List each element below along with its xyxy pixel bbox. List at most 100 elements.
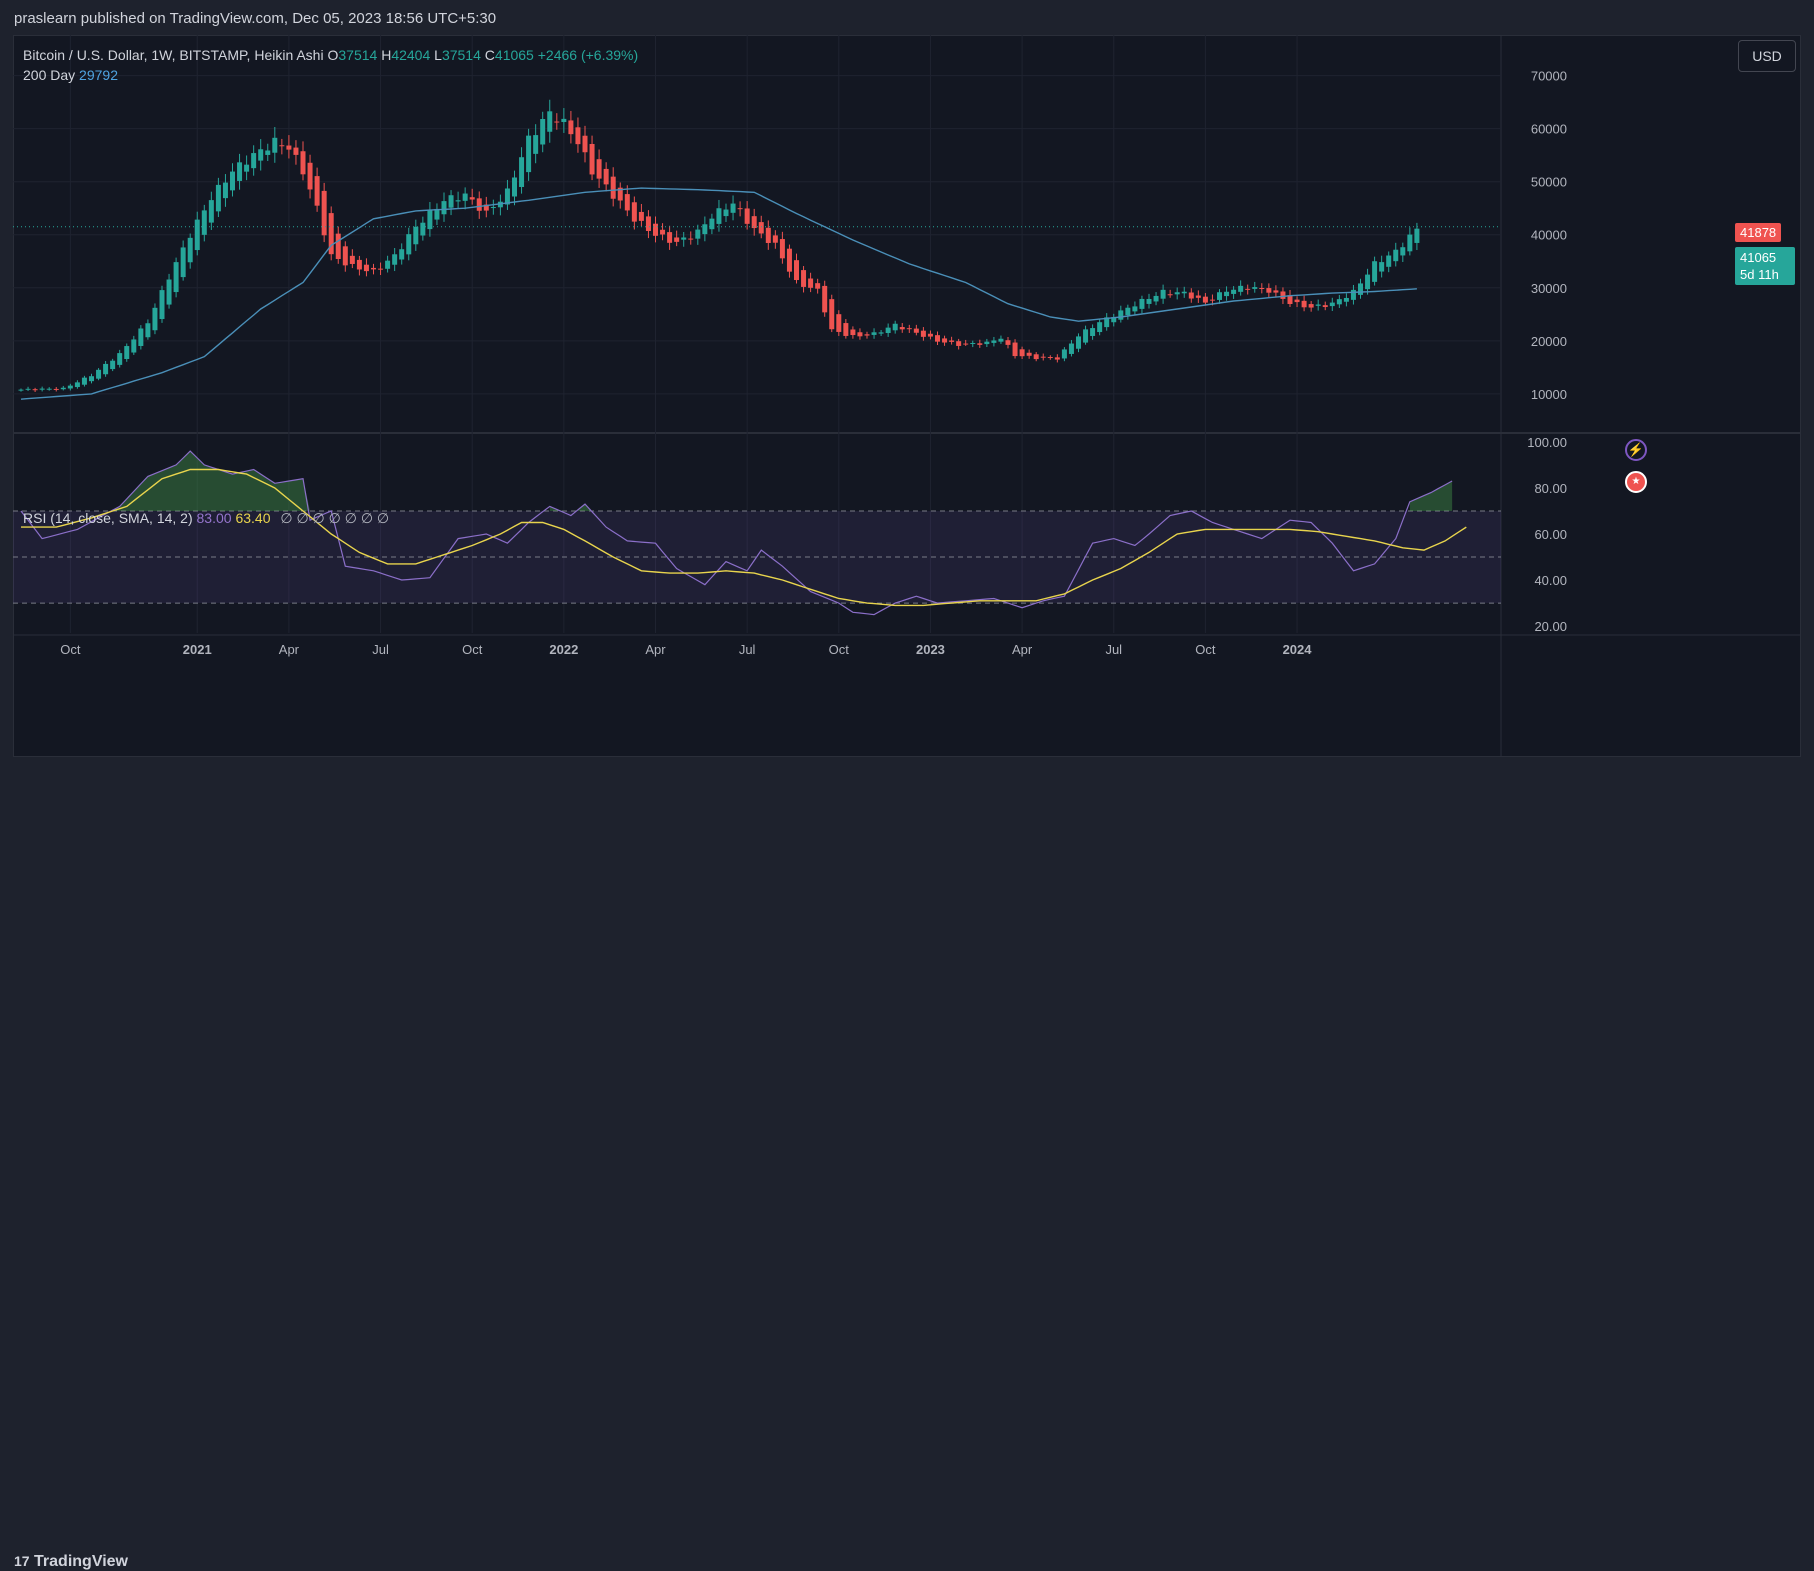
candle-body bbox=[949, 340, 955, 342]
candle-body bbox=[378, 268, 384, 270]
rsi-tick-label: 80.00 bbox=[1534, 481, 1567, 496]
candle-body bbox=[173, 262, 179, 293]
close-label: C bbox=[484, 47, 495, 63]
candle-body bbox=[1287, 295, 1293, 305]
price-tick-label: 20000 bbox=[1531, 334, 1567, 349]
low-label: L bbox=[434, 47, 442, 63]
rsi-tick-label: 20.00 bbox=[1534, 619, 1567, 634]
candle-body bbox=[1090, 328, 1096, 336]
candle-body bbox=[533, 135, 539, 154]
time-tick-label: 2024 bbox=[1283, 642, 1313, 657]
candle-body bbox=[878, 332, 884, 334]
price-tick-label: 10000 bbox=[1531, 387, 1567, 402]
candle-body bbox=[39, 388, 45, 390]
time-tick-label: 2023 bbox=[916, 642, 945, 657]
candle-body bbox=[702, 224, 708, 235]
candle-body bbox=[674, 237, 680, 242]
candle-body bbox=[342, 246, 348, 266]
candle-body bbox=[490, 207, 496, 209]
candle-body bbox=[1125, 307, 1131, 316]
time-tick-label: Oct bbox=[60, 642, 81, 657]
candle-body bbox=[554, 121, 560, 123]
candle-body bbox=[1195, 295, 1201, 298]
rsi-label[interactable]: RSI (14, close, SMA, 14, 2) bbox=[23, 510, 193, 526]
candle-body bbox=[589, 143, 595, 175]
candle-body bbox=[1273, 290, 1279, 293]
candle-body bbox=[469, 197, 475, 200]
candle-body bbox=[540, 119, 546, 145]
candle-body bbox=[963, 343, 969, 345]
candle-body bbox=[187, 237, 193, 263]
candle-body bbox=[314, 176, 320, 206]
candle-body bbox=[667, 232, 673, 243]
candle-body bbox=[230, 171, 235, 191]
price-tick-label: 60000 bbox=[1531, 122, 1567, 137]
candle-body bbox=[293, 147, 299, 155]
candle-body bbox=[1019, 349, 1025, 357]
candle-body bbox=[1322, 305, 1328, 308]
candle-body bbox=[1400, 247, 1406, 256]
currency-button[interactable]: USD bbox=[1738, 40, 1796, 72]
candle-body bbox=[1315, 304, 1321, 306]
candle-body bbox=[258, 149, 264, 161]
current-price-tag: 41065 5d 11h bbox=[1735, 247, 1795, 285]
candle-body bbox=[970, 342, 976, 344]
candle-body bbox=[1252, 287, 1258, 289]
candle-body bbox=[279, 145, 285, 147]
candle-body bbox=[688, 238, 694, 240]
chart-canvas[interactable]: 10000 20000 30000 40000 50000 60000 70000 Oct 20… bbox=[13, 35, 1801, 757]
time-tick-label: Apr bbox=[1012, 642, 1033, 657]
candle-body bbox=[758, 222, 764, 234]
candle-body bbox=[730, 203, 736, 213]
candle-body bbox=[1146, 298, 1152, 304]
lightning-icon[interactable]: ⚡ bbox=[1625, 439, 1647, 461]
candle-body bbox=[1040, 356, 1046, 358]
candle-body bbox=[617, 187, 623, 201]
candle-body bbox=[1047, 357, 1053, 359]
candle-body bbox=[110, 360, 116, 370]
candle-body bbox=[60, 387, 66, 390]
logo-text: TradingView bbox=[34, 1553, 128, 1570]
us-flag-icon[interactable]: ★ bbox=[1625, 471, 1647, 493]
candle-body bbox=[504, 188, 510, 205]
candle-body bbox=[765, 227, 771, 243]
price-tick-label: 40000 bbox=[1531, 228, 1567, 243]
candle-body bbox=[244, 164, 250, 172]
time-tick-label: Jul bbox=[372, 642, 389, 657]
time-tick-label: Oct bbox=[462, 642, 483, 657]
candle-body bbox=[1231, 289, 1237, 294]
bar-countdown: 5d 11h bbox=[1740, 267, 1779, 282]
candle-body bbox=[1266, 288, 1272, 293]
candle-body bbox=[906, 328, 912, 330]
candle-body bbox=[956, 341, 962, 346]
candle-body bbox=[483, 204, 489, 211]
time-tick-label: Jul bbox=[1105, 642, 1122, 657]
ma-value: 29792 bbox=[79, 67, 118, 83]
candle-body bbox=[32, 389, 38, 391]
candle-body bbox=[1054, 357, 1060, 360]
candle-body bbox=[864, 334, 870, 336]
candle-body bbox=[215, 184, 221, 212]
tradingview-logo[interactable]: 17 TradingView bbox=[14, 1553, 128, 1570]
candle-body bbox=[448, 195, 454, 208]
candle-body bbox=[1174, 292, 1180, 295]
ma-label[interactable]: 200 Day bbox=[23, 67, 76, 83]
candle-body bbox=[427, 210, 433, 230]
symbol-title[interactable]: Bitcoin / U.S. Dollar, 1W, BITSTAMP, Hei… bbox=[23, 47, 324, 63]
candle-body bbox=[349, 255, 355, 264]
price-tick-label: 30000 bbox=[1531, 281, 1567, 296]
candle-body bbox=[991, 340, 997, 343]
candle-body bbox=[1118, 310, 1124, 320]
candle-body bbox=[356, 259, 362, 270]
candle-body bbox=[751, 216, 757, 229]
candle-body bbox=[843, 323, 849, 336]
price-tick-label: 70000 bbox=[1531, 69, 1567, 84]
current-price-value: 41065 bbox=[1740, 250, 1777, 265]
last-price-tag: 41878 bbox=[1735, 223, 1782, 242]
candle-body bbox=[645, 216, 651, 231]
candle-body bbox=[1160, 289, 1166, 299]
high-label: H bbox=[381, 47, 392, 63]
candle-body bbox=[1280, 291, 1286, 299]
candle-body bbox=[1414, 228, 1420, 243]
rsi-tick-label: 60.00 bbox=[1534, 527, 1567, 542]
